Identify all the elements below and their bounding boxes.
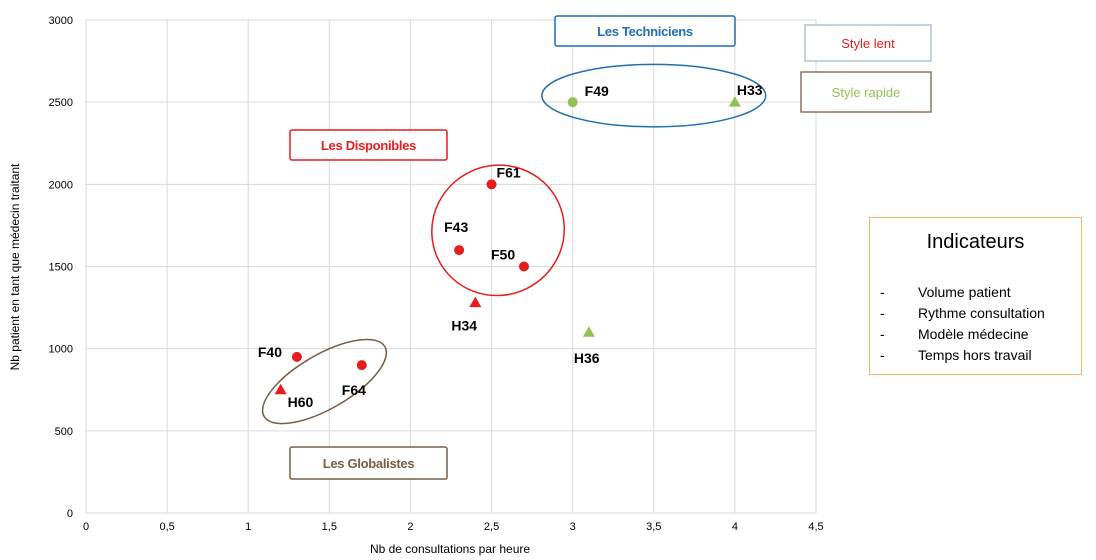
grid	[85, 19, 817, 514]
indicators-box: Indicateurs - Volume patient - Rythme cons…	[869, 217, 1082, 375]
x-axis-label: Nb de consultations par heure	[370, 542, 530, 556]
point-label-h33: H33	[737, 82, 763, 98]
indicator-label: Volume patient	[918, 284, 1011, 300]
point-label-f50: F50	[491, 247, 515, 263]
group-label: Les Globalistes	[323, 456, 415, 471]
point-f64	[356, 360, 367, 371]
group-label-box	[289, 446, 448, 480]
point-f40	[291, 351, 302, 362]
axes: 0 0,5 1 1,5 2 2,5 3 3,5 4 4,5 0 500 1000 1500 2000 2500…	[49, 15, 824, 533]
list-dash: -	[880, 326, 885, 342]
group-label: Les Disponibles	[321, 138, 416, 153]
x-tick-label: 3,5	[646, 521, 661, 533]
group-ellipse	[261, 338, 388, 425]
x-tick-label: 1	[245, 521, 251, 533]
indicator-item: - Volume patient	[880, 282, 1045, 303]
y-tick-label: 2000	[49, 179, 73, 191]
group-ellipse	[541, 63, 767, 128]
group-label-box	[289, 129, 448, 161]
y-axis-label: Nb patient en tant que médecin traitant	[8, 163, 22, 370]
x-tick-label: 0	[83, 521, 89, 533]
point-label-f61: F61	[497, 164, 521, 180]
indicator-label: Temps hors travail	[918, 347, 1032, 363]
indicator-label: Modèle médecine	[918, 326, 1029, 342]
y-tick-label: 3000	[49, 15, 73, 27]
group-ellipses	[261, 63, 767, 425]
x-tick-label: 2	[407, 521, 413, 533]
legend-label: Style rapide	[832, 85, 901, 100]
group-labels: Les Techniciens Les Disponibles Les Global…	[289, 15, 736, 480]
x-tick-label: 4,5	[808, 521, 823, 533]
x-tick-label: 2,5	[484, 521, 499, 533]
point-label-h60: H60	[288, 394, 314, 410]
point-label-h36: H36	[574, 350, 600, 366]
x-tick-label: 0,5	[159, 521, 174, 533]
legend-box	[800, 71, 932, 113]
y-tick-label: 500	[55, 426, 73, 438]
group-label-box	[554, 15, 736, 47]
list-dash: -	[880, 305, 885, 321]
y-tick-label: 2500	[49, 97, 73, 109]
y-tick-label: 1500	[49, 262, 73, 274]
point-labels: F49 H33 F61 F43 F50 H34 H36 F40 F64 H60	[258, 82, 763, 410]
point-label-f49: F49	[585, 83, 609, 99]
point-f61	[486, 179, 497, 190]
point-h33	[728, 96, 741, 107]
indicator-item: - Modèle médecine	[880, 324, 1045, 345]
point-label-f64: F64	[342, 382, 366, 398]
x-tick-label: 4	[732, 521, 738, 533]
data-points	[274, 96, 741, 395]
indicator-item: - Rythme consultation	[880, 303, 1045, 324]
indicators-title: Indicateurs	[926, 231, 1025, 253]
x-tick-label: 1,5	[322, 521, 337, 533]
indicators-list: - Volume patient - Rythme consultation - Mo…	[880, 282, 1045, 366]
legend-box	[804, 24, 932, 62]
list-dash: -	[880, 347, 885, 363]
y-tick-label: 1000	[49, 344, 73, 356]
point-h60	[274, 383, 287, 395]
x-tick-label: 3	[570, 521, 576, 533]
legend-label: Style lent	[841, 36, 895, 51]
point-label-f40: F40	[258, 344, 282, 360]
group-ellipse	[431, 164, 566, 297]
group-label: Les Techniciens	[597, 24, 693, 39]
indicator-label: Rythme consultation	[918, 305, 1045, 321]
point-h34	[469, 296, 482, 308]
point-f43	[454, 245, 465, 256]
indicator-item: - Temps hors travail	[880, 345, 1045, 366]
y-tick-label: 0	[67, 508, 73, 520]
point-label-f43: F43	[444, 219, 468, 235]
point-h36	[582, 326, 595, 337]
point-f49	[567, 97, 578, 108]
legend: Style lent Style rapide	[800, 24, 932, 113]
list-dash: -	[880, 284, 885, 300]
point-f50	[519, 261, 529, 272]
point-label-h34: H34	[451, 318, 477, 334]
